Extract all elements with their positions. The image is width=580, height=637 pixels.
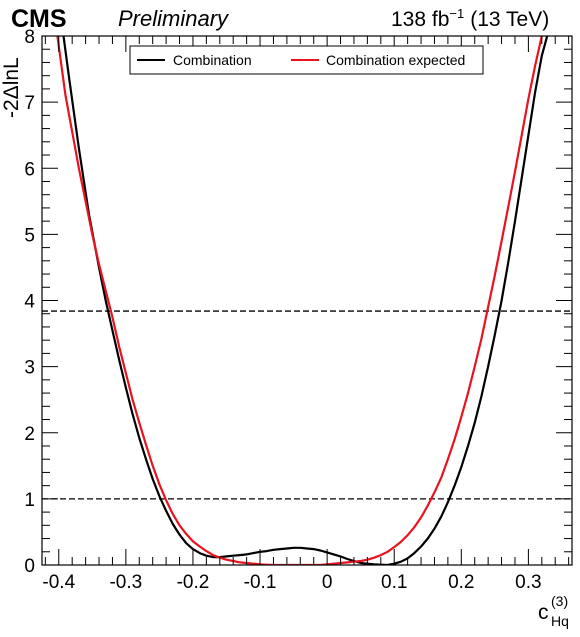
x-tick-label: 0.3	[515, 572, 541, 593]
y-tick-label: 5	[24, 225, 35, 246]
plot-frame	[41, 35, 573, 566]
y-axis-title: -2ΔlnL	[0, 57, 23, 118]
series-line-combination	[62, 36, 549, 565]
y-tick-label: 1	[24, 490, 35, 511]
svg-text:(3): (3)	[551, 593, 568, 609]
x-tick-label: -0.2	[177, 572, 210, 593]
x-axis-title: c (3) Hq	[538, 593, 569, 629]
luminosity-exponent: −1	[449, 6, 464, 21]
y-tick-label: 4	[24, 292, 35, 313]
y-tick-label: 7	[24, 93, 35, 114]
svg-text:Hq: Hq	[551, 613, 569, 629]
legend-label-combination: Combination	[173, 52, 252, 68]
preliminary-label: Preliminary	[118, 6, 230, 31]
x-tick-label: 0.2	[448, 572, 474, 593]
x-tick-label: 0.1	[381, 572, 407, 593]
y-tick-label: 8	[24, 27, 35, 48]
legend: Combination Combination expected	[129, 45, 484, 75]
legend-label-combination-expected: Combination expected	[326, 52, 465, 68]
x-tick-label: -0.3	[109, 572, 142, 593]
x-tick-label: 0	[322, 572, 333, 593]
series-line-combination-expected	[56, 36, 543, 565]
x-tick-label: -0.1	[244, 572, 277, 593]
y-tick-label: 6	[24, 159, 35, 180]
y-tick-label: 3	[24, 358, 35, 379]
x-tick-label: -0.4	[42, 572, 75, 593]
y-tick-label: 0	[24, 556, 35, 577]
luminosity-label: 138 fb−1 (13 TeV)	[391, 6, 549, 31]
svg-text:c: c	[538, 601, 549, 624]
cms-label: CMS	[11, 5, 67, 33]
y-tick-label: 2	[24, 424, 35, 445]
